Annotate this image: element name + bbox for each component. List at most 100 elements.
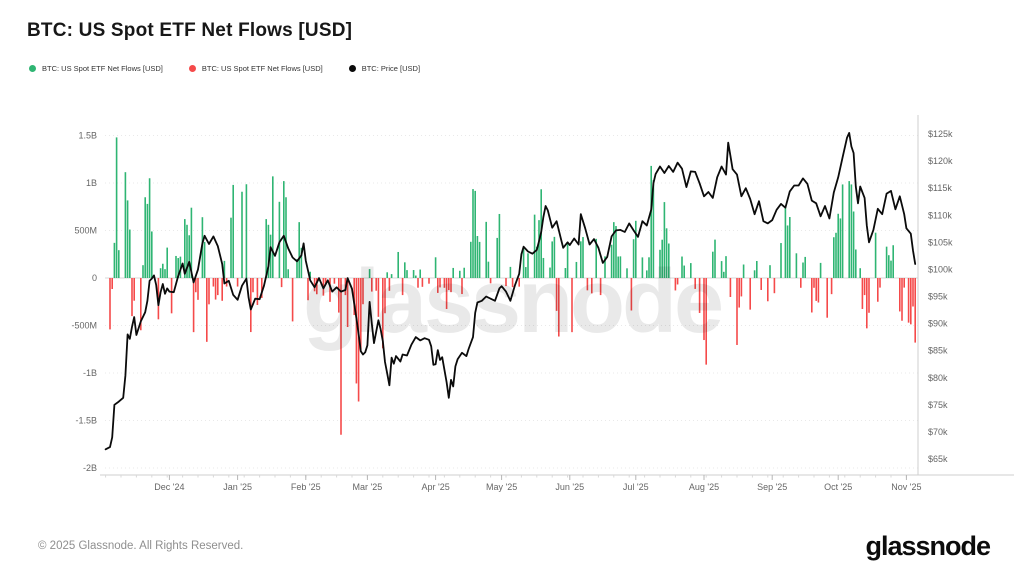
outflow-bar [252, 278, 254, 293]
inflow-bar [665, 228, 668, 278]
inflow-bar [166, 247, 168, 278]
copyright-text: © 2025 Glassnode. All Rights Reserved. [38, 540, 244, 552]
outflow-bar [280, 278, 283, 288]
inflow-bar [720, 261, 723, 278]
outflow-bar [316, 278, 318, 295]
outflow-bar [505, 278, 507, 287]
inflow-bar [230, 217, 232, 278]
x-axis-tick-label: Mar '25 [353, 482, 383, 492]
outflow-bar [401, 278, 404, 296]
inflow-bar [753, 270, 756, 278]
outflow-bar [674, 278, 677, 291]
outflow-bar [511, 278, 514, 288]
legend-label: BTC: US Spot ETF Net Flows [USD] [201, 64, 323, 73]
flow-axis-tick: 0 [92, 273, 97, 283]
inflow-bar [267, 224, 270, 278]
inflow-bar [245, 184, 248, 278]
price-axis-tick: $115k [928, 183, 952, 193]
inflow-bar [419, 269, 421, 278]
outflow-bar [760, 278, 762, 290]
outflow-bar [740, 278, 743, 297]
inflow-bar [203, 241, 206, 278]
inflow-bar [285, 197, 287, 278]
inflow-bar [874, 232, 877, 278]
inflow-bar [124, 172, 127, 278]
inflow-bar [756, 260, 758, 278]
outflow-bar [111, 278, 113, 290]
inflow-bar [551, 241, 553, 278]
outflow-bar [192, 278, 195, 333]
inflow-bar [566, 242, 569, 278]
outflow-bar [333, 278, 336, 284]
legend-item-inflows[interactable]: BTC: US Spot ETF Net Flows [USD] [29, 64, 163, 73]
inflow-bar [533, 214, 536, 278]
inflow-bar [595, 238, 597, 278]
outflow-bar [448, 278, 450, 291]
inflow-bar [522, 247, 525, 278]
outflow-bar [555, 278, 558, 311]
inflow-bar [617, 256, 619, 278]
outflow-bar [382, 278, 384, 349]
outflow-bar [868, 278, 870, 313]
outflow-bar [140, 278, 142, 331]
page-title: BTC: US Spot ETF Net Flows [USD] [27, 20, 353, 41]
outflow-bar [324, 278, 327, 284]
x-axis-tick-label: Sep '25 [757, 482, 787, 492]
inflow-bar [833, 237, 835, 278]
outflow-dot-icon [188, 65, 196, 72]
outflow-bar [208, 278, 210, 305]
inflow-bar [564, 268, 567, 278]
outflow-bar [694, 278, 696, 289]
outflow-bar [313, 278, 316, 292]
inflow-bar [859, 268, 861, 278]
glassnode-logo: glassnode [865, 531, 991, 561]
outflow-bar [676, 278, 679, 285]
price-axis-tick: $85k [928, 346, 948, 356]
inflow-bar [184, 219, 186, 278]
inflow-bar [659, 249, 661, 278]
inflow-bar [269, 234, 272, 278]
inflow-bar [368, 269, 371, 278]
outflow-bar [817, 278, 820, 303]
inflow-bar [188, 235, 190, 278]
inflow-bar [296, 259, 298, 278]
outflow-bar [439, 278, 441, 288]
inflow-bar [802, 262, 804, 278]
outflow-bar [800, 278, 802, 288]
inflow-bar [725, 256, 727, 278]
inflow-bar [888, 255, 890, 278]
inflow-bar [472, 189, 474, 278]
inflow-bar [795, 253, 798, 278]
outflow-bar [767, 278, 769, 302]
outflow-bar [705, 278, 707, 365]
flow-axis-tick: -500M [71, 321, 97, 331]
inflow-bar [610, 244, 613, 278]
inflow-bar [283, 181, 285, 278]
inflow-bar [298, 222, 300, 278]
inflow-bar [582, 237, 584, 278]
inflow-bar [164, 269, 166, 278]
inflow-bar [626, 268, 628, 278]
outflow-bar [736, 278, 738, 345]
inflow-bar [580, 241, 582, 278]
legend-item-outflows[interactable]: BTC: US Spot ETF Net Flows [USD] [188, 64, 323, 73]
outflow-bar [197, 278, 199, 300]
outflow-bar [901, 278, 903, 321]
outflow-bar [879, 278, 881, 288]
price-axis-tick: $100k [928, 264, 953, 274]
outflow-bar [518, 278, 520, 287]
outflow-bar [461, 278, 463, 295]
outflow-bar [417, 278, 419, 288]
inflow-bar [115, 137, 118, 278]
outflow-bar [630, 278, 633, 311]
inflow-bar [553, 236, 556, 278]
inflow-bar [470, 241, 472, 278]
outflow-bar [206, 278, 208, 342]
inflow-bar [683, 265, 685, 278]
outflow-bar [437, 278, 439, 293]
price-axis-tick: $105k [928, 237, 953, 247]
outflow-bar [291, 278, 294, 322]
inflow-bar [839, 218, 842, 278]
legend-item-price[interactable]: BTC: Price [USD] [348, 64, 420, 73]
inflow-bar [287, 269, 289, 278]
